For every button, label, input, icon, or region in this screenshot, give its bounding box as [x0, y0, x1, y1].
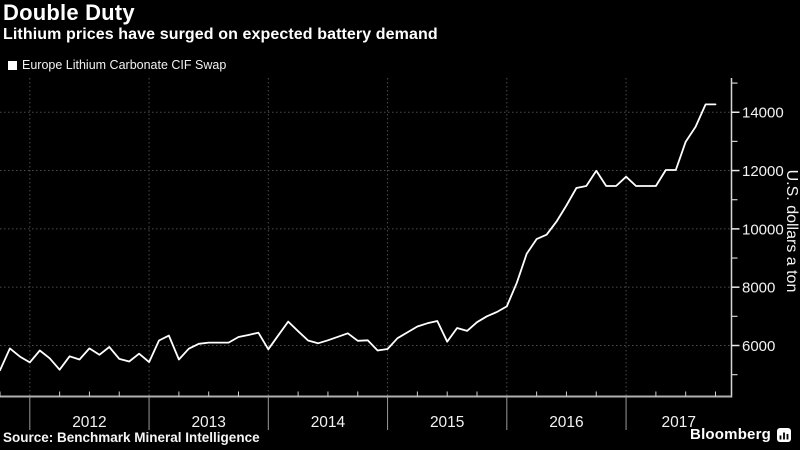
y-axis-title: U.S. dollars a ton: [783, 170, 800, 293]
legend: Europe Lithium Carbonate CIF Swap: [8, 58, 226, 72]
bloomberg-logo-icon: [777, 427, 791, 442]
y-tick-label: 12000: [742, 163, 784, 180]
bloomberg-logo-text: Bloomberg: [690, 426, 771, 443]
x-year-label: 2012: [72, 414, 106, 431]
y-tick-label: 10000: [742, 221, 784, 238]
bloomberg-logo: Bloomberg: [690, 426, 791, 443]
source-credit: Source: Benchmark Mineral Intelligence: [3, 430, 260, 445]
chart-title: Double Duty: [3, 0, 135, 25]
x-year-label: 2016: [549, 414, 583, 431]
legend-label: Europe Lithium Carbonate CIF Swap: [22, 58, 227, 72]
x-year-label: 2013: [191, 414, 225, 431]
price-line: [0, 103, 717, 372]
chart-subtitle: Lithium prices have surged on expected b…: [3, 26, 438, 43]
y-tick-label: 14000: [742, 105, 784, 122]
x-year-label: 2014: [311, 414, 346, 431]
legend-marker-icon: [8, 60, 17, 70]
x-year-label: 2017: [662, 414, 696, 431]
y-tick-label: 8000: [742, 280, 775, 297]
x-year-label: 2015: [430, 414, 464, 431]
y-tick-label: 6000: [742, 338, 775, 355]
